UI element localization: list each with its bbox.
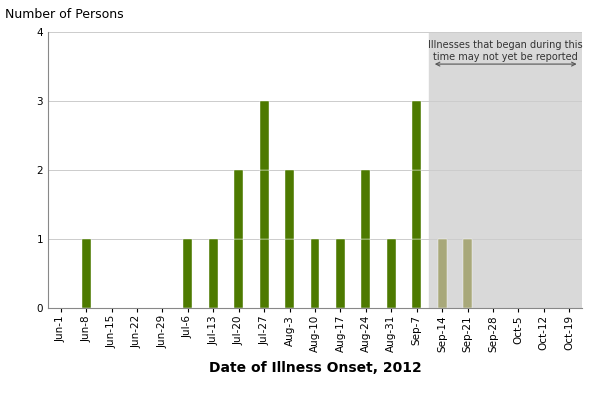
Bar bbox=[463, 239, 472, 308]
Bar bbox=[311, 239, 319, 308]
Bar bbox=[336, 239, 345, 308]
Bar bbox=[260, 239, 269, 308]
Bar bbox=[412, 101, 421, 170]
Text: Number of Persons: Number of Persons bbox=[5, 8, 124, 21]
Bar bbox=[361, 239, 370, 308]
Bar bbox=[260, 101, 269, 170]
Bar bbox=[361, 170, 370, 239]
Bar bbox=[82, 239, 91, 308]
X-axis label: Date of Illness Onset, 2012: Date of Illness Onset, 2012 bbox=[209, 361, 421, 375]
Bar bbox=[209, 239, 218, 308]
Bar bbox=[387, 239, 396, 308]
Bar bbox=[412, 239, 421, 308]
Text: Illnesses that began during this
time may not yet be reported: Illnesses that began during this time ma… bbox=[428, 40, 583, 62]
Bar bbox=[234, 170, 243, 239]
Bar bbox=[437, 239, 446, 308]
Bar bbox=[260, 170, 269, 239]
Bar bbox=[285, 170, 294, 239]
Bar bbox=[430, 32, 582, 308]
Bar bbox=[412, 170, 421, 239]
Bar bbox=[184, 239, 193, 308]
Bar bbox=[285, 239, 294, 308]
Bar bbox=[234, 239, 243, 308]
